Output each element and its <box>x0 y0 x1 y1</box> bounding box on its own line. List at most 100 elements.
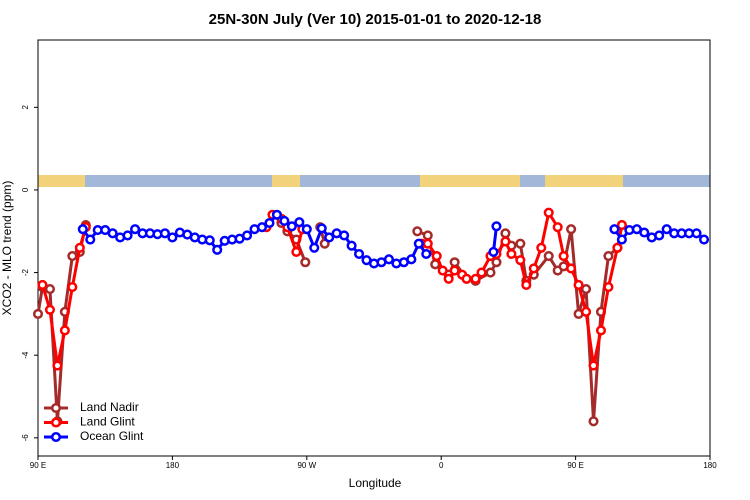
x-tick-label: 0 <box>439 461 444 470</box>
x-tick-label: 180 <box>166 461 180 470</box>
point <box>698 234 710 245</box>
x-tick-label: 90 W <box>297 461 316 470</box>
y-tick-label: -4 <box>21 351 30 359</box>
point <box>552 222 563 233</box>
point <box>44 304 55 315</box>
point <box>616 234 627 245</box>
point <box>291 246 302 257</box>
plot-frame <box>37 39 711 457</box>
point <box>431 251 442 262</box>
land-strip <box>545 175 623 187</box>
point <box>212 244 223 255</box>
point <box>159 228 170 239</box>
y-axis-label: XCO2 - MLO trend (ppm) <box>0 181 14 316</box>
point <box>44 284 55 295</box>
point <box>449 257 460 268</box>
point <box>491 221 502 232</box>
point <box>300 257 311 268</box>
x-tick-label: 90 E <box>567 461 583 470</box>
point <box>107 228 118 239</box>
point <box>309 242 320 253</box>
point <box>603 251 614 262</box>
land-strip <box>272 175 300 187</box>
point <box>691 228 702 239</box>
x-tick-label: 180 <box>703 461 717 470</box>
point <box>581 306 592 317</box>
point <box>566 263 577 274</box>
point <box>476 267 487 278</box>
point <box>603 281 614 293</box>
legend-label: Land Nadir <box>80 400 139 414</box>
point <box>661 224 672 235</box>
point <box>543 251 554 262</box>
point <box>422 238 433 249</box>
point <box>654 230 665 241</box>
point <box>609 224 620 235</box>
point <box>242 230 253 241</box>
point <box>264 217 275 229</box>
point <box>616 220 627 231</box>
point <box>59 325 70 336</box>
point <box>413 238 424 249</box>
point <box>500 228 511 239</box>
chart-title: 25N-30N July (Ver 10) 2015-01-01 to 2020… <box>209 11 542 28</box>
point <box>485 267 496 278</box>
y-tick-label: 2 <box>21 105 30 110</box>
point <box>515 238 526 249</box>
point <box>612 242 623 253</box>
point <box>32 308 44 319</box>
point <box>581 284 592 295</box>
point <box>130 224 141 235</box>
y-tick-label: -2 <box>21 268 30 276</box>
point <box>74 242 85 253</box>
point <box>506 248 517 260</box>
point <box>52 360 63 371</box>
point <box>470 273 481 284</box>
point <box>461 273 472 284</box>
point <box>449 265 460 276</box>
point <box>85 234 96 245</box>
point <box>543 207 554 218</box>
land-ocean-strip <box>38 175 710 187</box>
y-tick-label: -6 <box>21 434 30 442</box>
point <box>406 254 417 265</box>
legend-marker <box>50 417 62 428</box>
point <box>422 230 433 241</box>
legend-label: Ocean Glint <box>80 429 144 443</box>
point <box>443 273 454 284</box>
x-tick-label: 90 E <box>30 461 46 470</box>
point <box>521 279 532 291</box>
point <box>346 240 357 251</box>
point <box>573 279 584 291</box>
point <box>528 263 539 274</box>
x-axis-label: Longitude <box>349 476 402 490</box>
point <box>588 360 599 371</box>
point <box>421 248 432 260</box>
ocean-strip <box>38 175 710 187</box>
series-line <box>36 222 624 422</box>
land-strip <box>38 175 85 187</box>
point <box>294 217 305 228</box>
point <box>279 215 290 226</box>
point <box>324 232 335 243</box>
point <box>515 255 526 266</box>
point <box>588 416 599 427</box>
legend-label: Land Glint <box>80 415 135 429</box>
point <box>536 242 547 253</box>
point <box>354 248 365 260</box>
point <box>316 223 327 234</box>
point <box>122 230 133 241</box>
point <box>167 232 178 243</box>
land-strip <box>420 175 520 187</box>
point <box>271 209 282 220</box>
point <box>639 227 650 238</box>
y-tick-label: 0 <box>21 187 30 192</box>
point <box>301 224 312 235</box>
point <box>204 235 215 246</box>
point <box>339 230 350 241</box>
point <box>67 251 78 262</box>
point <box>558 251 569 262</box>
point <box>37 279 48 291</box>
point <box>77 224 88 235</box>
